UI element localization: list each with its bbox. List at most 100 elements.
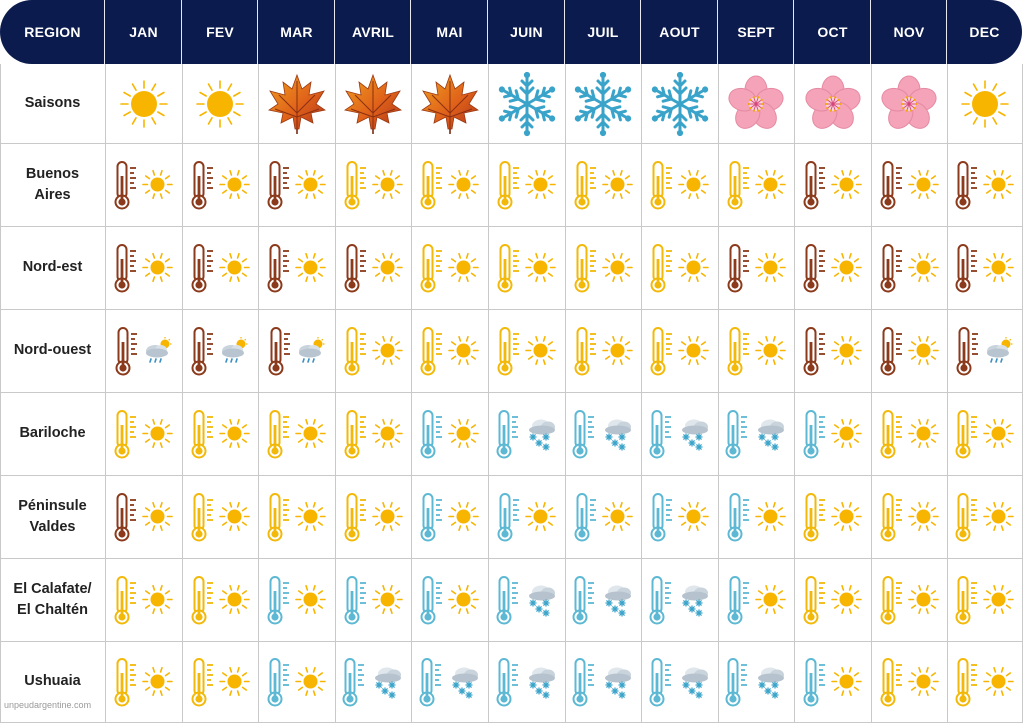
climate-cell xyxy=(258,392,335,475)
climate-cell xyxy=(641,226,718,309)
thermometer-warm-icon xyxy=(344,326,370,376)
climate-cell xyxy=(105,641,182,722)
grid-vline xyxy=(871,64,872,722)
header-month-oct: OCT xyxy=(817,24,848,40)
grid-hline xyxy=(0,392,1023,393)
row-label: Saisons xyxy=(24,95,81,111)
thermometer-cold-icon xyxy=(572,657,598,707)
sun-icon xyxy=(831,335,862,366)
cloud-rain-icon xyxy=(984,336,1014,365)
thermometer-warm-icon xyxy=(955,657,981,707)
sun-icon xyxy=(371,169,403,200)
thermometer-warm-icon xyxy=(344,160,370,210)
thermometer-warm-icon xyxy=(574,326,600,376)
thermometer-warm-icon xyxy=(650,326,676,376)
sun-icon xyxy=(678,335,709,366)
blossom-icon xyxy=(804,75,861,129)
climate-cell xyxy=(411,226,488,309)
grid-vline xyxy=(335,64,336,722)
sun-icon xyxy=(754,501,786,532)
sun-icon xyxy=(754,169,786,200)
climate-cell xyxy=(105,558,182,641)
climate-cell xyxy=(794,641,871,722)
climate-cell xyxy=(105,226,182,309)
sun-icon xyxy=(295,418,326,449)
climate-cell xyxy=(411,392,488,475)
thermometer-warm-icon xyxy=(114,409,140,459)
climate-cell xyxy=(871,475,947,558)
grid-vline xyxy=(641,64,642,722)
sun-icon xyxy=(295,169,326,200)
grid-hline xyxy=(0,226,1023,227)
grid-hline xyxy=(0,722,1023,723)
sun-icon xyxy=(831,169,862,200)
climate-cell xyxy=(258,475,335,558)
climate-cell xyxy=(411,475,488,558)
thermometer-warm-icon xyxy=(727,160,753,210)
thermometer-warm-icon xyxy=(880,575,906,625)
thermometer-cold-icon xyxy=(574,492,600,542)
climate-cell xyxy=(335,641,411,722)
thermometer-cold-icon xyxy=(649,409,675,459)
row-label: Péninsule Valdes xyxy=(18,497,87,535)
sun-icon xyxy=(525,501,556,532)
thermometer-warm-icon xyxy=(420,243,446,293)
season-cell xyxy=(641,64,718,143)
site-credit: unpeudargentine.com xyxy=(4,700,92,710)
header-divider xyxy=(946,0,947,64)
sun-icon xyxy=(448,335,479,366)
cloud-snow-icon xyxy=(600,416,634,452)
sun-icon xyxy=(142,666,173,697)
thermometer-cold-icon xyxy=(572,409,598,459)
cloud-rain-icon xyxy=(143,336,173,365)
climate-cell xyxy=(182,392,258,475)
sun-icon xyxy=(983,666,1014,697)
sun-icon xyxy=(142,418,173,449)
thermometer-hot-icon xyxy=(955,160,981,210)
sun-icon xyxy=(218,252,250,283)
climate-cell xyxy=(565,475,641,558)
sun-icon xyxy=(831,666,862,697)
climate-cell xyxy=(794,475,871,558)
season-cell xyxy=(335,64,411,143)
sun-icon xyxy=(218,584,250,615)
climate-cell xyxy=(335,392,411,475)
thermometer-hot-icon xyxy=(267,160,293,210)
thermometer-warm-icon xyxy=(574,160,600,210)
grid-hline xyxy=(0,641,1023,642)
thermometer-warm-icon xyxy=(727,326,753,376)
sun-icon xyxy=(142,169,173,200)
header-divider xyxy=(640,0,641,64)
climate-cell xyxy=(488,392,565,475)
climate-cell xyxy=(641,143,718,226)
climate-cell xyxy=(947,392,1022,475)
thermometer-cold-icon xyxy=(572,575,598,625)
sun-icon xyxy=(983,418,1014,449)
climate-cell xyxy=(871,392,947,475)
row-label: Bariloche xyxy=(19,425,86,441)
climate-cell xyxy=(258,641,335,722)
thermometer-warm-icon xyxy=(497,243,523,293)
climate-cell xyxy=(488,475,565,558)
climate-cell xyxy=(947,641,1022,722)
thermometer-warm-icon xyxy=(191,409,217,459)
row-label: Ushuaia xyxy=(24,673,81,689)
climate-cell xyxy=(258,226,335,309)
climate-cell xyxy=(105,392,182,475)
season-cell xyxy=(718,64,794,143)
grid-hline xyxy=(0,558,1023,559)
season-cell xyxy=(258,64,335,143)
thermometer-warm-icon xyxy=(191,492,217,542)
sun-icon xyxy=(678,501,709,532)
grid-hline xyxy=(0,309,1023,310)
climate-cell xyxy=(718,309,794,392)
header-divider xyxy=(257,0,258,64)
sun-icon xyxy=(907,335,939,366)
sun-icon xyxy=(295,666,326,697)
sun-icon xyxy=(295,252,326,283)
maple-leaf-icon xyxy=(267,73,326,134)
sun-icon xyxy=(907,169,939,200)
thermometer-hot-icon xyxy=(880,243,906,293)
thermometer-cold-icon xyxy=(725,657,751,707)
climate-cell xyxy=(641,641,718,722)
